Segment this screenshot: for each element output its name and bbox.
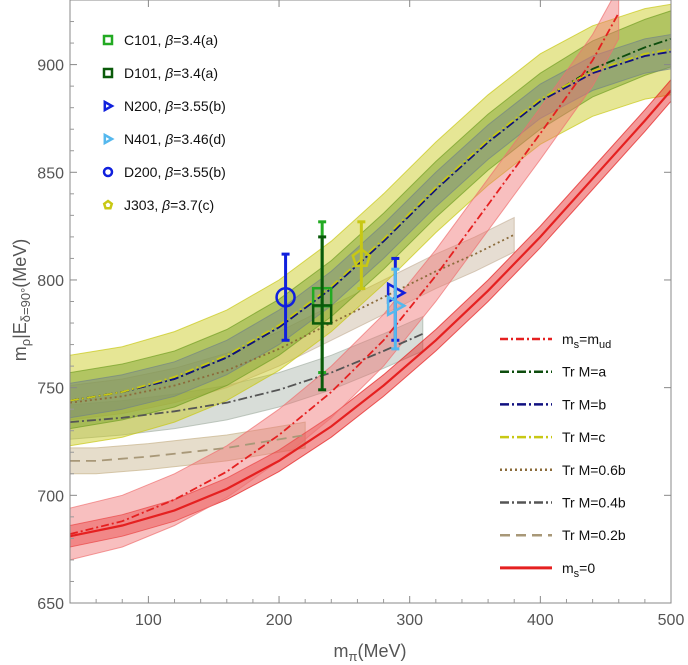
legend-point-j303: J303, β=3.7(c) [102, 197, 214, 213]
legend-point-label: D200, β=3.55(b) [124, 164, 226, 180]
legend-point-d101: D101, β=3.4(a) [102, 65, 218, 81]
band-m-s-0 [70, 78, 671, 548]
curve-tr-m-0-4b [70, 332, 424, 423]
points-layer [275, 220, 407, 392]
legend-line-0: ms=mud [500, 331, 611, 351]
legend-line-label: Tr M=b [562, 396, 606, 412]
legend-point-n200: N200, β=3.55(b) [103, 98, 226, 114]
curve-tr-m-0-2b [70, 434, 306, 462]
curve-tr-m-0-6b [70, 233, 515, 404]
legend-line-label: Tr M=a [562, 364, 606, 380]
y-tick-label: 650 [37, 596, 64, 613]
curve-tr-m-c [70, 48, 671, 402]
legend-lines: ms=mud Tr M=a Tr M=b Tr M=c Tr M=0.6b Tr M=0.… [500, 331, 626, 580]
x-tick-label: 300 [396, 612, 423, 629]
curve-m-s-0 [70, 89, 671, 538]
legend-line-label: Tr M=c [562, 429, 605, 445]
legend-points: C101, β=3.4(a) D101, β=3.4(a) N200, β=3.55… [102, 32, 226, 213]
legend-line-3: Tr M=c [500, 429, 605, 445]
curve-tr-m-b [70, 50, 671, 402]
data-point-j303 [351, 220, 372, 291]
x-tick-label: 500 [658, 612, 685, 629]
legend-line-4: Tr M=0.6b [500, 462, 626, 478]
legend-line-label: Tr M=0.4b [562, 495, 626, 511]
legend-line-5: Tr M=0.4b [500, 495, 626, 511]
x-tick-label: 100 [135, 612, 162, 629]
data-point-d101 [311, 235, 333, 392]
x-axis-title: mπ(MeV) [334, 641, 407, 664]
y-axis-title: mρ|Eδ=90°(MeV) [10, 239, 33, 362]
legend-point-label: N200, β=3.55(b) [124, 98, 226, 114]
curve-m-s-m-ud [70, 12, 620, 535]
legend-line-1: Tr M=a [500, 364, 606, 380]
y-tick-label: 700 [37, 488, 64, 505]
band-tr-m-0-2b [70, 421, 306, 475]
legend-line-label: ms=mud [562, 331, 611, 351]
data-point-n401 [386, 267, 407, 351]
band-tr-m-b [70, 33, 671, 419]
x-tick-label: 400 [527, 612, 554, 629]
legend-line-label: Tr M=0.6b [562, 462, 626, 478]
curves-layer [70, 12, 671, 538]
y-tick-label: 800 [37, 273, 64, 290]
legend-line-label: ms=0 [562, 560, 595, 580]
legend-point-label: D101, β=3.4(a) [124, 65, 218, 81]
legend-point-n401: N401, β=3.46(d) [103, 131, 226, 147]
legend-point-label: C101, β=3.4(a) [124, 32, 218, 48]
data-point-d200 [275, 252, 296, 342]
legend-point-label: J303, β=3.7(c) [124, 197, 214, 213]
band-m-s-m-ud [70, 0, 620, 561]
legend-point-c101: C101, β=3.4(a) [102, 32, 218, 48]
legend-line-6: Tr M=0.2b [500, 527, 626, 543]
y-tick-label: 750 [37, 381, 64, 398]
y-tick-label: 900 [37, 58, 64, 75]
y-tick-label: 850 [37, 165, 64, 182]
legend-line-label: Tr M=0.2b [562, 527, 626, 543]
legend-line-7: ms=0 [500, 560, 595, 580]
ticks-layer: 100 200 300 400 500 650 700 750 800 850 900 [37, 0, 684, 629]
x-tick-label: 200 [266, 612, 293, 629]
legend-line-2: Tr M=b [500, 396, 606, 412]
legend-point-d200: D200, β=3.55(b) [102, 164, 226, 180]
legend-point-label: N401, β=3.46(d) [124, 131, 226, 147]
